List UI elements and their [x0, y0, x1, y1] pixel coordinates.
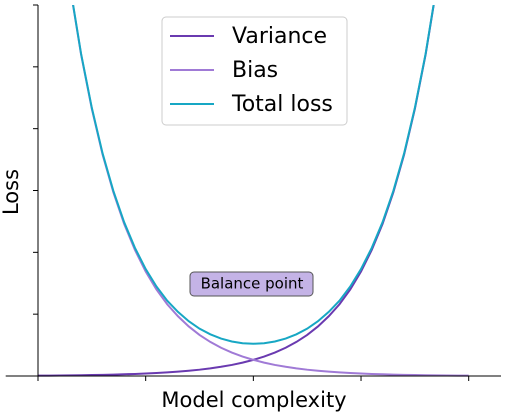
y-axis-label: Loss	[0, 169, 23, 215]
legend-label: Total loss	[231, 92, 333, 117]
legend	[161, 16, 348, 126]
legend-label: Bias	[232, 58, 278, 83]
line	[72, 5, 435, 345]
x-axis-label: Model complexity	[161, 388, 346, 412]
annotation-box	[189, 271, 314, 297]
annotation: Balance point	[201, 275, 304, 293]
legend-label: Variance	[232, 24, 327, 49]
plot-area	[37, 5, 469, 377]
